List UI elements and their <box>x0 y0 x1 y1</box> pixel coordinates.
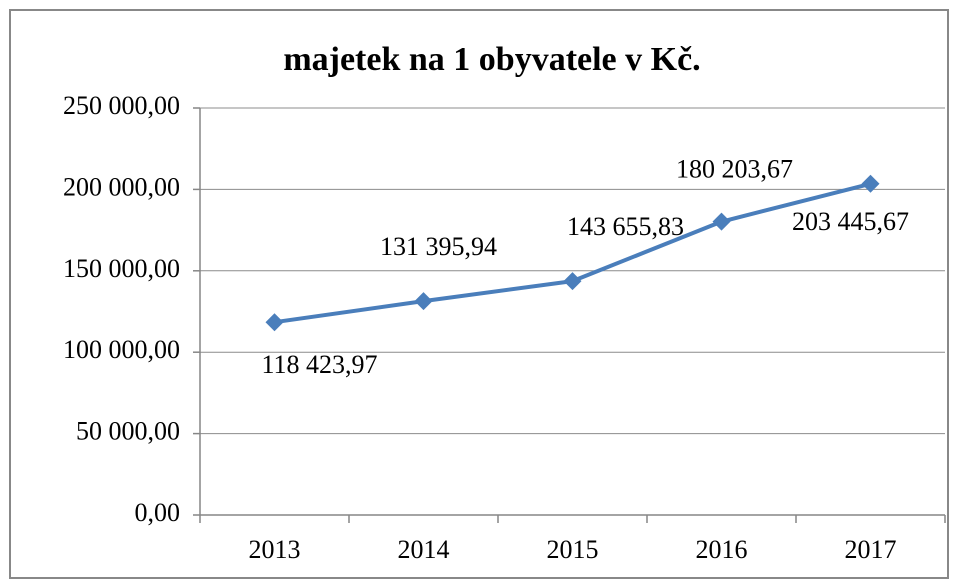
marker <box>861 174 880 193</box>
marker <box>265 313 284 332</box>
y-tick-label: 150 000,00 <box>63 254 180 283</box>
x-tick-label: 2014 <box>398 535 450 564</box>
data-label: 131 395,94 <box>380 232 497 261</box>
x-tick-label: 2017 <box>845 535 897 564</box>
chart-title: majetek na 1 obyvatele v Kč. <box>283 41 700 78</box>
y-tick-label: 250 000,00 <box>63 91 180 120</box>
y-tick-label: 100 000,00 <box>63 335 180 364</box>
data-label: 180 203,67 <box>676 155 793 184</box>
data-label: 203 445,67 <box>792 207 909 236</box>
marker <box>414 292 433 311</box>
y-tick-label: 50 000,00 <box>76 417 180 446</box>
x-tick-label: 2015 <box>547 535 599 564</box>
y-tick-label: 200 000,00 <box>63 172 180 201</box>
x-tick-label: 2013 <box>249 535 301 564</box>
y-tick-label: 0,00 <box>135 498 181 527</box>
data-label: 143 655,83 <box>567 212 684 241</box>
marker <box>712 212 731 231</box>
data-label: 118 423,97 <box>261 350 377 379</box>
x-tick-label: 2016 <box>696 535 748 564</box>
marker <box>563 272 582 291</box>
